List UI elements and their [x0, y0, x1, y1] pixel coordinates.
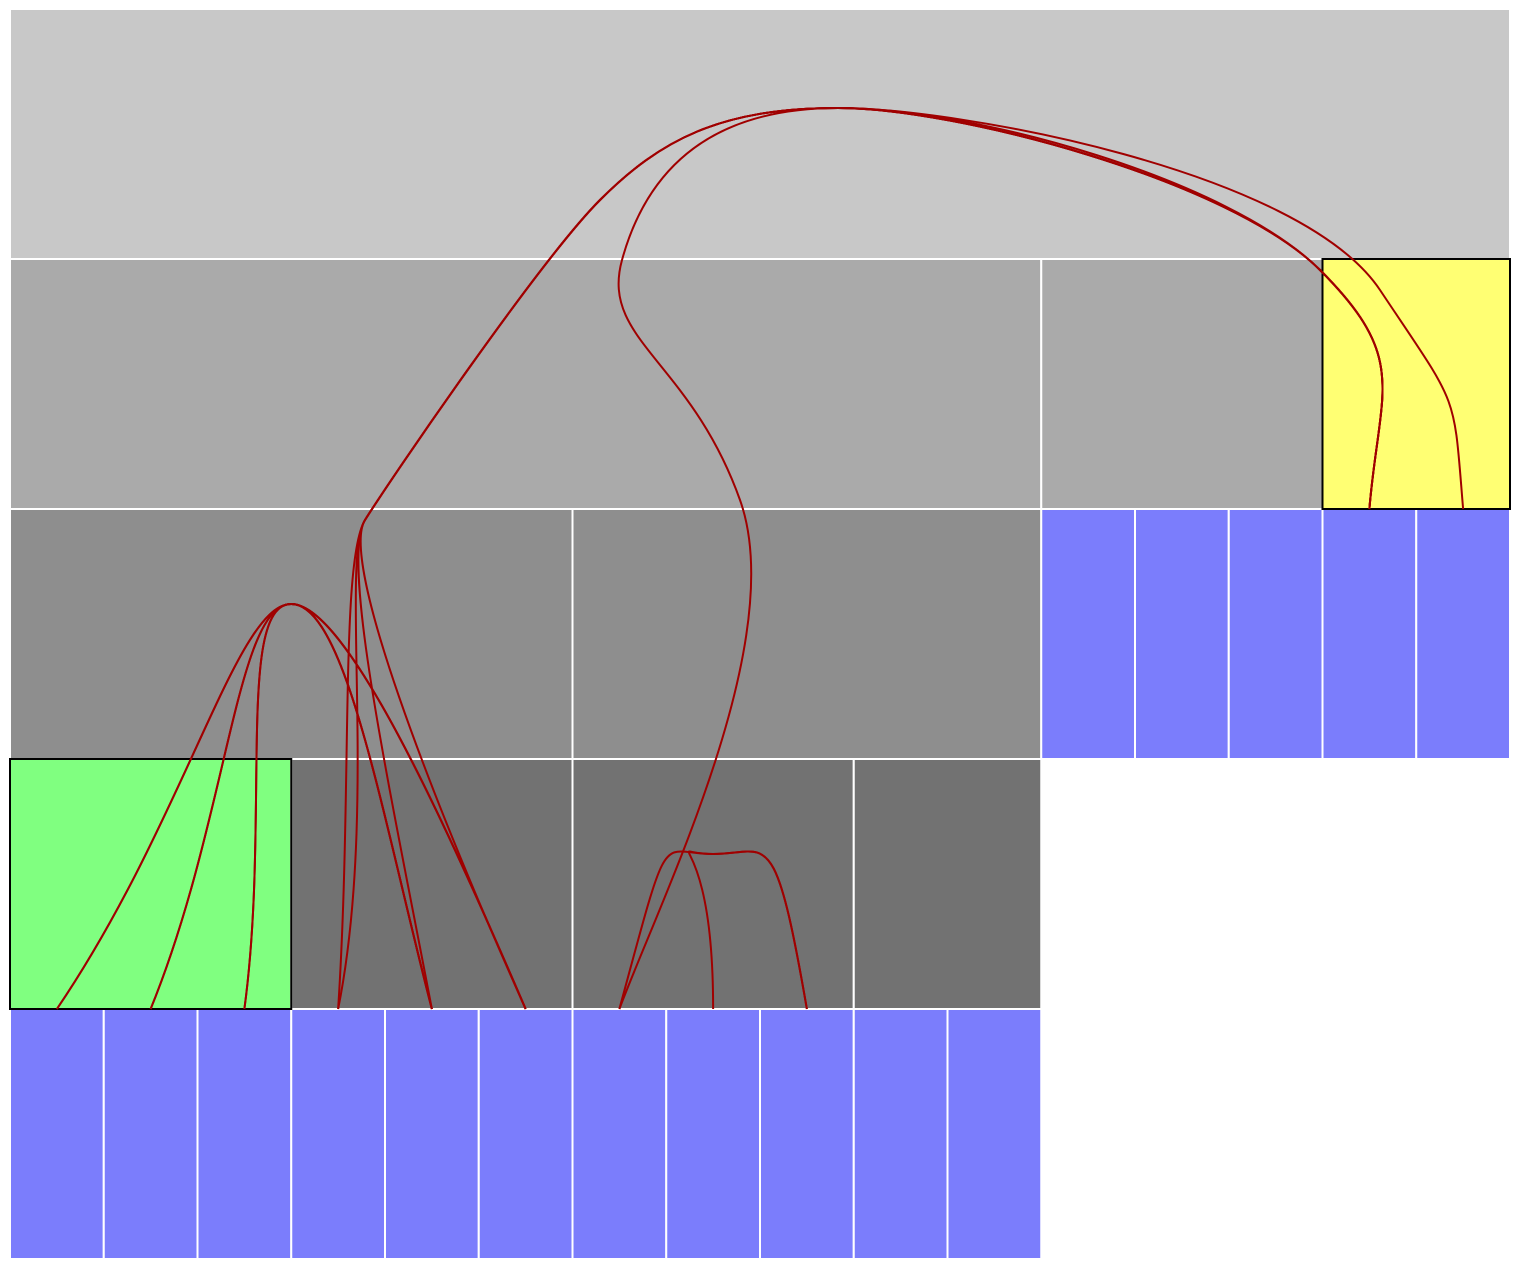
partition-cells: [9, 8, 1511, 1260]
highlight-border-c: [1321, 258, 1511, 510]
node-cell-a2y: [852, 758, 1043, 1010]
node-cell-root: [9, 8, 1511, 260]
leaf-cell-l4: [384, 1008, 480, 1260]
node-cell-a: [9, 258, 1043, 510]
leaf-cell-l5: [477, 1008, 574, 1260]
edge-l7-l8: [687, 850, 808, 1010]
leaf-cell-l0: [9, 1008, 105, 1260]
node-cell-b: [1040, 258, 1324, 510]
edge-l3-c2: [337, 106, 1465, 1010]
node-cell-a1: [9, 508, 574, 760]
leaf-cell-b2: [1134, 508, 1230, 760]
leaf-cell-b1: [1040, 508, 1136, 760]
edge-l2-l5: [243, 602, 527, 1010]
node-cell-c: [1321, 258, 1511, 510]
leaf-cell-l3: [290, 1008, 386, 1260]
leaf-cell-c2: [1415, 508, 1511, 760]
leaf-cell-b3: [1227, 508, 1324, 760]
leaf-cell-l2: [196, 1008, 293, 1260]
node-cell-a2: [571, 508, 1043, 760]
leaf-cell-l9: [852, 1008, 949, 1260]
leaf-cell-l1: [102, 1008, 199, 1260]
leaf-cell-l10: [946, 1008, 1043, 1260]
leaf-cell-l6: [571, 1008, 668, 1260]
node-cell-a1x: [9, 758, 293, 1010]
leaf-cell-l7: [665, 1008, 761, 1260]
leaf-cell-c1: [1321, 508, 1418, 760]
edge-l6-c1: [617, 106, 1384, 1010]
bundled-edges: [56, 106, 1465, 1010]
node-cell-a1y: [290, 758, 574, 1010]
leaf-cell-l8: [759, 1008, 855, 1260]
